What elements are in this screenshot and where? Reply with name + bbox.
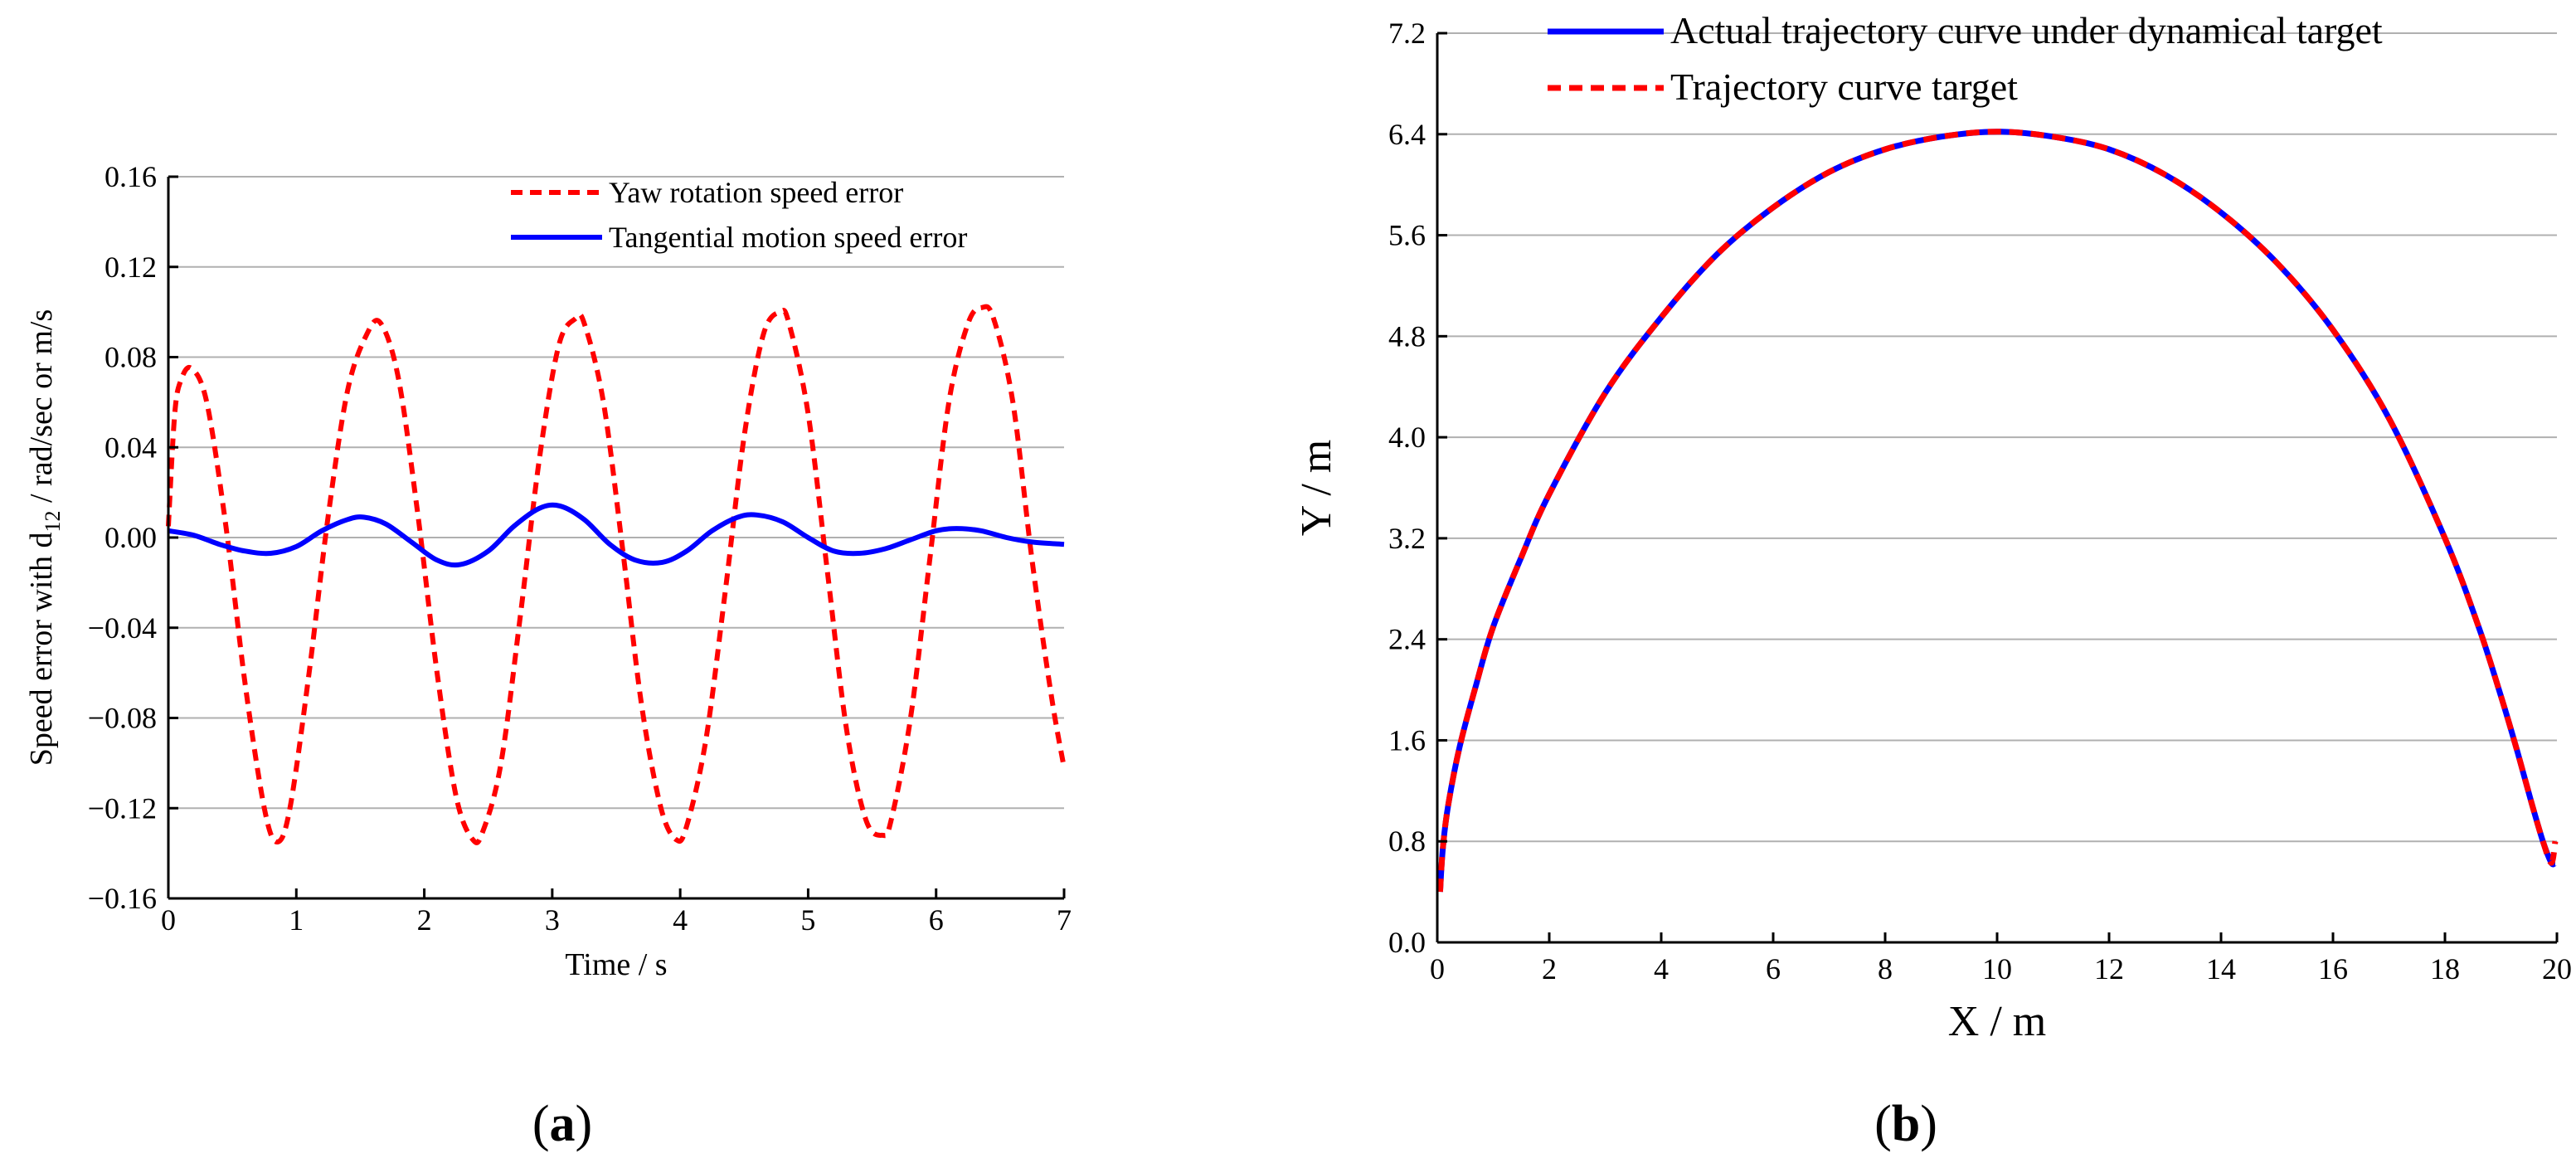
legend-label-1: Yaw rotation speed error: [609, 176, 903, 209]
caption-b: (b): [1874, 1096, 1937, 1152]
y-tick-label: −0.04: [88, 611, 157, 645]
x-tick-label: 18: [2430, 952, 2460, 986]
y-tick-label: 0.04: [104, 431, 157, 464]
chart-a-series: [166, 304, 1067, 845]
x-tick-label: 20: [2542, 952, 2572, 986]
chart-a-y-label-suffix: / rad/sec or m/s: [24, 309, 59, 511]
x-tick-label: 5: [800, 903, 815, 937]
y-tick-label: 1.6: [1388, 723, 1426, 757]
chart-b-ticks: 0.0 0.8 1.6 2.4 3.2 4.0 4.8 5.6 6.4 7.2 0 2 4 6 8 10 12 1…: [1388, 17, 2572, 986]
caption-paren-close: ): [1920, 1096, 1937, 1152]
y-tick-label: 0.08: [104, 341, 157, 374]
x-tick-label: 1: [289, 903, 304, 937]
chart-a-ticks: −0.16 −0.12 −0.08 −0.04 0.00 0.04 0.08 0.12 0.16…: [88, 160, 1072, 937]
x-tick-label: 8: [1878, 952, 1893, 986]
x-tick-label: 16: [2318, 952, 2348, 986]
chart-b-series: [1436, 129, 2559, 893]
x-tick-label: 4: [1654, 952, 1669, 986]
y-tick-label: −0.08: [88, 702, 157, 735]
x-tick-label: 6: [1766, 952, 1781, 986]
y-tick-label: 0.12: [104, 251, 157, 284]
caption-letter: a: [550, 1096, 576, 1152]
x-tick-label: 2: [417, 903, 432, 937]
chart-a-legend: Yaw rotation speed error Tangential motio…: [511, 176, 967, 254]
y-tick-label: 6.4: [1388, 118, 1426, 151]
x-tick-label: 0: [161, 903, 176, 937]
y-tick-label: 7.2: [1388, 17, 1426, 50]
y-tick-label: −0.16: [88, 882, 157, 915]
chart-b: 0.0 0.8 1.6 2.4 3.2 4.0 4.8 5.6 6.4 7.2 0 2 4 6 8 10 12 1…: [1293, 9, 2572, 1152]
x-tick-label: 14: [2206, 952, 2236, 986]
x-tick-label: 3: [545, 903, 560, 937]
chart-a-y-label-sub: 12: [41, 510, 65, 532]
chart-a: −0.16 −0.12 −0.08 −0.04 0.00 0.04 0.08 0.12 0.16…: [24, 160, 1072, 1152]
y-tick-label: 0.8: [1388, 825, 1426, 858]
x-tick-label: 7: [1057, 903, 1072, 937]
y-tick-label: 2.4: [1388, 623, 1426, 656]
legend-label-2: Tangential motion speed error: [609, 221, 967, 254]
series-line-2: [168, 502, 1065, 568]
chart-b-y-label: Y / m: [1293, 440, 1340, 537]
chart-b-legend: Actual trajectory curve under dynamical …: [1548, 9, 2383, 108]
chart-b-x-label: X / m: [1948, 998, 2046, 1045]
caption-paren-open: (: [532, 1096, 550, 1152]
chart-a-grid: [168, 176, 1064, 810]
y-tick-label: 0.0: [1388, 926, 1426, 959]
x-tick-label: 6: [929, 903, 944, 937]
caption-a: (a): [532, 1096, 592, 1152]
y-tick-label: 0.16: [104, 160, 157, 193]
series-line-1: [166, 304, 1067, 845]
legend-label-1: Actual trajectory curve under dynamical …: [1670, 9, 2383, 51]
x-tick-label: 4: [673, 903, 688, 937]
chart-a-y-label-prefix: Speed error with d: [24, 532, 59, 766]
chart-b-grid: [1437, 32, 2557, 843]
x-tick-label: 12: [2094, 952, 2124, 986]
y-tick-label: −0.12: [88, 791, 157, 825]
y-tick-label: 0.00: [104, 521, 157, 554]
chart-a-y-label: Speed error with d12 / rad/sec or m/s: [24, 309, 65, 766]
x-tick-label: 2: [1542, 952, 1557, 986]
series-line-1: [1436, 129, 2558, 893]
chart-a-x-label: Time / s: [565, 947, 667, 982]
legend-label-2: Trajectory curve target: [1670, 66, 2018, 108]
y-tick-label: 3.2: [1388, 522, 1426, 555]
caption-paren-open: (: [1874, 1096, 1892, 1152]
series-line-2: [1436, 129, 2559, 893]
y-tick-label: 5.6: [1388, 219, 1426, 252]
x-tick-label: 10: [1982, 952, 2012, 986]
y-tick-label: 4.8: [1388, 319, 1426, 353]
x-tick-label: 0: [1430, 952, 1445, 986]
y-tick-label: 4.0: [1388, 421, 1426, 454]
caption-paren-close: ): [576, 1096, 593, 1152]
caption-letter: b: [1892, 1096, 1920, 1152]
